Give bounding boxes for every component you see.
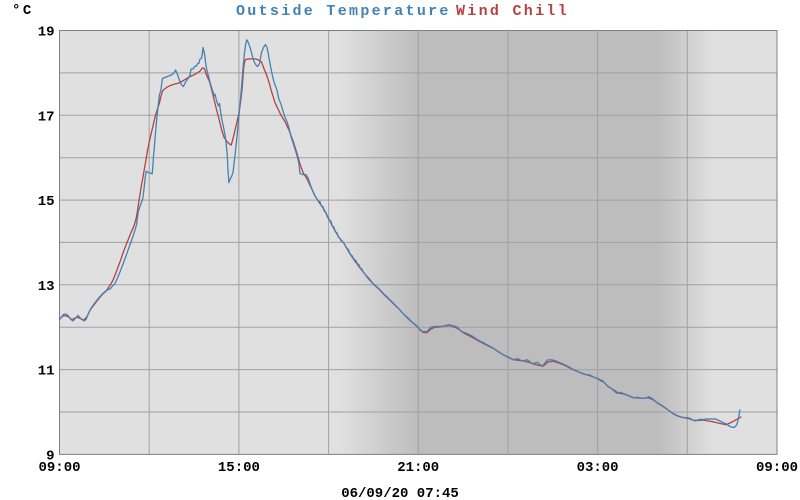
svg-text:11: 11 — [38, 364, 55, 380]
svg-text:15: 15 — [38, 194, 55, 210]
svg-text:15:00: 15:00 — [218, 460, 260, 476]
svg-text:03:00: 03:00 — [577, 460, 619, 476]
svg-text:19: 19 — [38, 25, 55, 41]
svg-text:21:00: 21:00 — [397, 460, 439, 476]
svg-text:°C: °C — [12, 3, 34, 19]
svg-text:Wind Chill: Wind Chill — [456, 3, 569, 20]
svg-text:Outside Temperature: Outside Temperature — [236, 3, 451, 20]
svg-text:13: 13 — [38, 279, 55, 295]
svg-text:9: 9 — [46, 448, 54, 464]
svg-text:17: 17 — [38, 109, 55, 125]
svg-text:09:00: 09:00 — [756, 460, 798, 476]
svg-text:06/09/20 07:45: 06/09/20 07:45 — [341, 486, 459, 500]
svg-text:09:00: 09:00 — [38, 460, 80, 476]
